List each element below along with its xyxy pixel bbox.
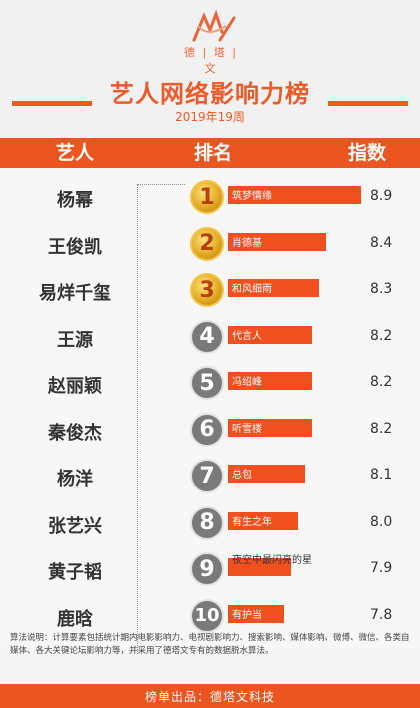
ranking-row: 赵丽颖 5 冯绍峰 8.2 <box>0 362 420 408</box>
index-value: 8.2 <box>370 327 393 344</box>
column-header-index: 指数 <box>348 142 387 164</box>
index-bar <box>228 232 326 251</box>
rank-badge: 9 <box>190 552 224 586</box>
column-header-rank: 排名 <box>194 142 233 164</box>
work-label: 筑梦情缘 <box>232 191 272 202</box>
ranking-row: 鹿晗 10 有护当 7.8 <box>0 595 420 641</box>
rank-badge: 7 <box>190 459 224 493</box>
page-title: 艺人网络影响力榜 <box>110 80 310 108</box>
rank-badge: 10 <box>190 598 224 633</box>
ranking-row: 秦俊杰 6 听雪楼 8.2 <box>0 409 420 455</box>
ranking-row: 杨幂 1 筑梦情缘 8.9 <box>0 176 420 222</box>
title-stripe-right <box>328 101 408 106</box>
artist-name: 鹿晗 <box>57 608 93 630</box>
index-value: 8.2 <box>370 420 393 437</box>
rank-badge: 2 <box>190 226 224 261</box>
column-header-artist: 艺人 <box>56 142 95 164</box>
artist-name: 王俊凯 <box>48 236 102 258</box>
dotted-guide <box>137 184 185 654</box>
index-bar <box>228 558 291 576</box>
footer-credit: 榜单出品：德塔文科技 <box>144 690 275 704</box>
ranking-row: 易烊千玺 3 和风细雨 8.3 <box>0 269 420 315</box>
rank-badge: 4 <box>190 319 224 354</box>
column-header-band <box>0 138 420 168</box>
logo-text: 德 | 塔 | 文 <box>184 46 238 75</box>
page-subtitle: 2019年19周 <box>175 110 245 124</box>
index-bar <box>228 325 312 344</box>
work-label: 肖德基 <box>232 237 262 249</box>
index-value: 8.4 <box>370 234 393 251</box>
index-value: 8.3 <box>370 281 393 297</box>
artist-name: 易烊千玺 <box>39 283 111 304</box>
rank-badge: 8 <box>190 505 224 540</box>
artist-name: 秦俊杰 <box>48 422 102 444</box>
index-value: 8.0 <box>370 513 393 530</box>
detawen-logo-icon <box>192 10 236 42</box>
work-label: 代言人 <box>232 330 262 342</box>
algorithm-footnote: 算法说明：计算要素包括统计期内电影影响力、电视剧影响力、搜索影响、媒体影响、微博… <box>10 633 410 656</box>
artist-name: 王源 <box>57 329 93 351</box>
rank-badge: 6 <box>190 412 224 447</box>
artist-name: 杨幂 <box>57 190 93 211</box>
artist-name: 杨洋 <box>57 469 93 490</box>
rank-badge: 5 <box>190 366 224 400</box>
index-bar <box>228 604 284 623</box>
artist-name: 赵丽颖 <box>48 376 102 397</box>
work-label: 有生之年 <box>232 516 272 528</box>
index-bar <box>228 465 305 483</box>
work-label: 听雪楼 <box>232 423 262 435</box>
work-label: 夜空中最闪亮的星 <box>232 555 312 566</box>
footer-band <box>0 684 420 708</box>
ranking-row: 王源 4 代言人 8.2 <box>0 316 420 362</box>
ranking-row: 杨洋 7 总包 8.1 <box>0 455 420 501</box>
index-bar <box>228 511 298 530</box>
rank-badge: 1 <box>190 180 224 214</box>
index-bar <box>228 186 361 204</box>
header-area: 德 | 塔 | 文 <box>0 0 420 140</box>
index-value: 7.8 <box>370 606 393 623</box>
index-value: 8.2 <box>370 374 393 390</box>
title-stripe-left <box>12 101 92 106</box>
index-value: 7.9 <box>370 560 393 576</box>
work-label: 和风细雨 <box>232 284 272 295</box>
work-label: 冯绍峰 <box>232 377 262 388</box>
index-value: 8.1 <box>370 467 393 483</box>
index-bar <box>228 418 312 437</box>
artist-name: 张艺兴 <box>48 515 102 537</box>
ranking-row: 黄子韬 9 夜空中最闪亮的星 7.9 <box>0 548 420 594</box>
rank-badge: 3 <box>190 273 224 307</box>
index-bar <box>228 372 312 390</box>
index-bar <box>228 279 319 297</box>
work-label: 有护当 <box>232 609 262 621</box>
ranking-row: 张艺兴 8 有生之年 8.0 <box>0 502 420 548</box>
ranking-row: 王俊凯 2 肖德基 8.4 <box>0 223 420 269</box>
work-label: 总包 <box>232 470 252 481</box>
artist-name: 黄子韬 <box>48 562 102 583</box>
index-value: 8.9 <box>370 188 393 204</box>
